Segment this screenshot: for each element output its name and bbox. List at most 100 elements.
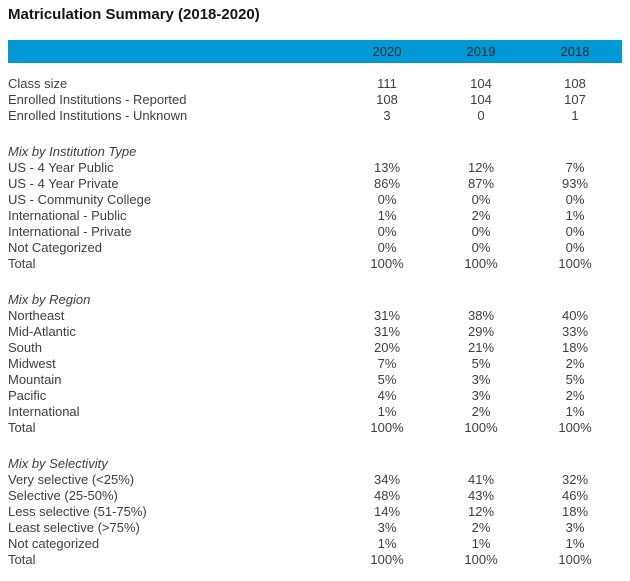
section-heading: Mix by Selectivity	[8, 456, 108, 471]
section-rows: US - 4 Year Public 13% 12% 7% US - 4 Yea…	[8, 160, 622, 272]
value-cell-2019: 41%	[467, 472, 495, 487]
page-title: Matriculation Summary (2018-2020)	[8, 6, 260, 23]
row-label: Least selective (>75%)	[8, 520, 140, 535]
table-row: Very selective (<25%) 34% 41% 32%	[8, 472, 622, 488]
value-cell-2020: 48%	[373, 488, 401, 503]
table-row: Not categorized 1% 1% 1%	[8, 536, 622, 552]
value-cell-2018: 1%	[565, 404, 585, 419]
value-cell-2020: 4%	[377, 388, 397, 403]
row-label: Selective (25-50%)	[8, 488, 118, 503]
value-cell-2020: 3	[383, 108, 391, 123]
value-cell-2019: 0%	[471, 192, 491, 207]
table-section: Mix by Selectivity Very selective (<25%)…	[8, 456, 622, 568]
value-cell-2019: 104	[470, 76, 492, 91]
table-section: Class size 111 104 108 Enrolled Institut…	[8, 76, 622, 124]
table-row: US - 4 Year Public 13% 12% 7%	[8, 160, 622, 176]
row-label: Very selective (<25%)	[8, 472, 135, 487]
table-row: Enrolled Institutions - Unknown 3 0 1	[8, 108, 622, 124]
section-rows: Very selective (<25%) 34% 41% 32% Select…	[8, 472, 622, 568]
row-label: US - 4 Year Private	[8, 176, 119, 191]
row-label: US - 4 Year Public	[8, 160, 114, 175]
year-column-header-2018: 2018	[560, 44, 590, 59]
value-cell-2018: 18%	[561, 504, 589, 519]
value-cell-2020: 108	[376, 92, 398, 107]
value-cell-2019: 2%	[471, 208, 491, 223]
year-column-header-2020: 2020	[372, 44, 402, 59]
table-row: Enrolled Institutions - Reported 108 104…	[8, 92, 622, 108]
value-cell-2019: 104	[470, 92, 492, 107]
row-label: Not Categorized	[8, 240, 102, 255]
row-label: Less selective (51-75%)	[8, 504, 147, 519]
value-cell-2019: 100%	[464, 552, 498, 567]
row-label: Total	[8, 256, 36, 271]
year-column-header-2019: 2019	[466, 44, 496, 59]
value-cell-2020: 0%	[377, 240, 397, 255]
row-label: Total	[8, 552, 36, 567]
table-row: Total 100% 100% 100%	[8, 420, 622, 436]
value-cell-2018: 2%	[565, 356, 585, 371]
value-cell-2020: 1%	[377, 404, 397, 419]
row-label: Northeast	[8, 308, 65, 323]
table-section: Mix by Region Northeast 31% 38% 40% Mid-…	[8, 292, 622, 436]
value-cell-2020: 0%	[377, 192, 397, 207]
table-row: Not Categorized 0% 0% 0%	[8, 240, 622, 256]
value-cell-2019: 2%	[471, 520, 491, 535]
value-cell-2020: 111	[377, 76, 397, 91]
value-cell-2018: 0%	[565, 240, 585, 255]
value-cell-2020: 100%	[370, 420, 404, 435]
row-label: US - Community College	[8, 192, 152, 207]
section-rows: Class size 111 104 108 Enrolled Institut…	[8, 76, 622, 124]
value-cell-2019: 2%	[471, 404, 491, 419]
table-body: Class size 111 104 108 Enrolled Institut…	[8, 76, 622, 568]
value-cell-2020: 31%	[373, 324, 401, 339]
table-row: Pacific 4% 3% 2%	[8, 388, 622, 404]
table-row: Class size 111 104 108	[8, 76, 622, 92]
value-cell-2019: 21%	[467, 340, 495, 355]
value-cell-2019: 43%	[467, 488, 495, 503]
value-cell-2019: 100%	[464, 420, 498, 435]
value-cell-2019: 5%	[471, 356, 491, 371]
value-cell-2019: 0	[477, 108, 485, 123]
value-cell-2018: 2%	[565, 388, 585, 403]
table-row: Midwest 7% 5% 2%	[8, 356, 622, 372]
value-cell-2018: 1%	[565, 536, 585, 551]
value-cell-2018: 107	[564, 92, 586, 107]
row-label: International - Private	[8, 224, 132, 239]
value-cell-2018: 93%	[561, 176, 589, 191]
row-label: Midwest	[8, 356, 56, 371]
value-cell-2020: 5%	[377, 372, 397, 387]
value-cell-2019: 1%	[471, 536, 491, 551]
row-label: Total	[8, 420, 36, 435]
value-cell-2018: 46%	[561, 488, 589, 503]
row-label: International	[8, 404, 80, 419]
table-row: Mid-Atlantic 31% 29% 33%	[8, 324, 622, 340]
value-cell-2020: 1%	[377, 208, 397, 223]
value-cell-2020: 14%	[373, 504, 401, 519]
row-label: Mid-Atlantic	[8, 324, 76, 339]
row-label: Enrolled Institutions - Unknown	[8, 108, 188, 123]
row-label: Class size	[8, 76, 68, 91]
table-section: Mix by Institution Type US - 4 Year Publ…	[8, 144, 622, 272]
value-cell-2019: 0%	[471, 224, 491, 239]
value-cell-2018: 100%	[558, 420, 592, 435]
row-label: South	[8, 340, 42, 355]
value-cell-2019: 87%	[467, 176, 495, 191]
value-cell-2020: 86%	[373, 176, 401, 191]
row-label: Pacific	[8, 388, 47, 403]
row-label: Not categorized	[8, 536, 100, 551]
table-row: Northeast 31% 38% 40%	[8, 308, 622, 324]
value-cell-2019: 12%	[467, 504, 495, 519]
value-cell-2019: 3%	[471, 372, 491, 387]
value-cell-2020: 100%	[370, 552, 404, 567]
row-label: International - Public	[8, 208, 127, 223]
value-cell-2018: 7%	[565, 160, 585, 175]
value-cell-2019: 0%	[471, 240, 491, 255]
year-header-row: 2020 2019 2018	[8, 40, 622, 63]
table-row: International 1% 2% 1%	[8, 404, 622, 420]
value-cell-2019: 12%	[467, 160, 495, 175]
section-rows: Northeast 31% 38% 40% Mid-Atlantic 31% 2…	[8, 308, 622, 436]
value-cell-2018: 0%	[565, 192, 585, 207]
table-row: US - Community College 0% 0% 0%	[8, 192, 622, 208]
value-cell-2019: 3%	[471, 388, 491, 403]
table-row: US - 4 Year Private 86% 87% 93%	[8, 176, 622, 192]
